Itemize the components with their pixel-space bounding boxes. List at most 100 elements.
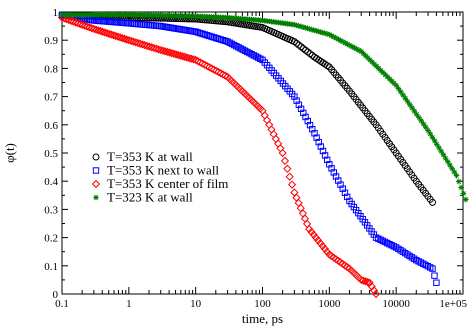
interpolated-point — [397, 88, 404, 95]
interpolated-point — [386, 76, 393, 82]
interpolated-point — [409, 105, 415, 111]
interpolated-point — [102, 29, 112, 38]
interpolated-point — [458, 184, 464, 191]
data-point — [425, 127, 431, 134]
x-tick-label: 100 — [254, 298, 271, 310]
interpolated-point — [333, 35, 339, 41]
interpolated-point — [299, 45, 307, 53]
interpolated-point — [422, 124, 429, 131]
interpolated-point — [136, 39, 145, 48]
interpolated-point — [152, 44, 161, 53]
data-point — [429, 198, 437, 206]
interpolated-point — [297, 43, 305, 51]
interpolated-point — [167, 49, 176, 58]
interpolated-point — [300, 24, 306, 30]
interpolated-point — [129, 37, 138, 46]
x-tick-label: 10 — [190, 298, 202, 310]
interpolated-point — [431, 138, 438, 144]
x-tick-label: 1 — [126, 298, 132, 310]
data-point — [124, 36, 133, 45]
interpolated-point — [313, 134, 320, 141]
interpolated-point — [411, 108, 418, 114]
interpolated-point — [324, 31, 330, 37]
interpolated-point — [380, 69, 386, 76]
interpolated-point — [140, 41, 149, 50]
data-point — [453, 172, 460, 179]
interpolated-point — [324, 156, 331, 164]
interpolated-point — [115, 33, 125, 42]
legend-label: T=323 K at wall — [107, 190, 193, 205]
interpolated-point — [447, 162, 453, 168]
x-tick-label: 1e+05 — [439, 298, 467, 310]
interpolated-point — [131, 38, 140, 47]
interpolated-point — [371, 61, 378, 67]
interpolated-point — [91, 25, 101, 34]
interpolated-point — [369, 59, 375, 65]
interpolated-point — [331, 34, 337, 40]
interpolated-point — [62, 15, 71, 24]
interpolated-point — [96, 26, 105, 36]
y-tick-label: 0.6 — [44, 120, 58, 132]
interpolated-point — [260, 111, 269, 120]
interpolated-point — [98, 27, 107, 36]
interpolated-point — [350, 269, 359, 278]
interpolated-point — [319, 29, 326, 36]
interpolated-point — [214, 67, 223, 77]
interpolated-point — [147, 43, 156, 52]
interpolated-point — [460, 190, 467, 197]
interpolated-point — [315, 138, 322, 146]
interpolated-point — [306, 50, 314, 58]
interpolated-point — [351, 45, 358, 51]
interpolated-point — [200, 60, 209, 69]
y-tick-label: 0.5 — [44, 148, 58, 160]
interpolated-point — [317, 143, 325, 150]
interpolated-point — [94, 26, 103, 35]
interpolated-point — [216, 69, 225, 78]
interpolated-point — [87, 24, 96, 33]
interpolated-point — [85, 23, 94, 32]
interpolated-point — [456, 178, 462, 185]
interpolated-point — [198, 59, 207, 68]
interpolated-point — [322, 30, 328, 37]
series-layer — [57, 11, 469, 299]
interpolated-point — [276, 144, 285, 153]
interpolated-point — [76, 19, 85, 29]
interpolated-point — [420, 121, 427, 127]
interpolated-point — [344, 41, 351, 48]
interpolated-point — [174, 50, 183, 60]
legend-marker — [93, 194, 99, 201]
legend-item: T=353 K next to wall — [92, 163, 219, 178]
interpolated-point — [169, 49, 178, 58]
interpolated-point — [361, 277, 370, 286]
interpolated-point — [356, 47, 362, 54]
interpolated-point — [388, 78, 395, 84]
interpolated-point — [431, 272, 438, 279]
interpolated-point — [205, 63, 214, 72]
interpolated-point — [342, 40, 349, 46]
interpolated-point — [207, 64, 216, 73]
data-point — [89, 24, 98, 34]
data-point — [291, 21, 298, 28]
interpolated-point — [418, 117, 425, 124]
interpolated-point — [142, 41, 152, 50]
interpolated-point — [196, 58, 205, 67]
interpolated-point — [118, 33, 127, 43]
interpolated-point — [354, 273, 363, 282]
interpolated-point — [73, 19, 83, 28]
interpolated-point — [262, 115, 272, 125]
interpolated-point — [295, 41, 303, 49]
legend-item: T=353 K at wall — [92, 149, 193, 164]
interpolated-point — [302, 24, 309, 31]
interpolated-point — [304, 48, 312, 56]
data-point — [433, 279, 440, 286]
legend-label: T=353 K at wall — [107, 149, 193, 164]
interpolated-point — [71, 18, 80, 27]
interpolated-point — [171, 50, 181, 59]
data-point — [156, 45, 165, 55]
interpolated-point — [163, 47, 172, 57]
interpolated-point — [100, 28, 109, 37]
interpolated-point — [416, 114, 422, 121]
interpolated-point — [309, 26, 315, 33]
interpolated-point — [271, 134, 281, 144]
